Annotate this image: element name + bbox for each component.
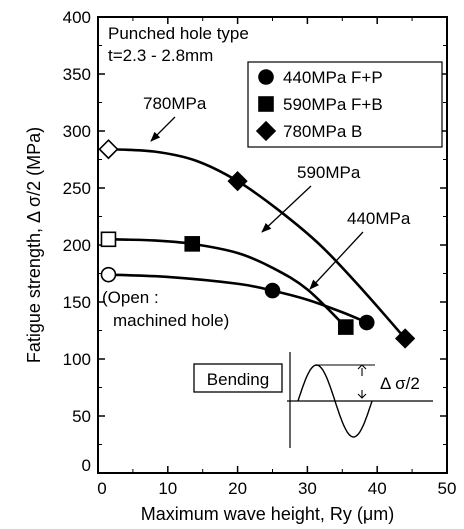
bending-amplitude-label: Δ σ/2 — [380, 374, 420, 393]
open-label-line2: machined hole) — [113, 311, 229, 330]
point-590 — [184, 236, 201, 252]
x-tick-label: 40 — [368, 479, 387, 498]
legend-label-590: 590MPa F+B — [283, 95, 383, 114]
x-tick-label: 10 — [158, 479, 177, 498]
point-440 — [264, 282, 281, 299]
arrow-780 — [150, 116, 176, 142]
legend: 440MPa F+P 590MPa F+B 780MPa B — [247, 61, 443, 148]
curve-780 — [108, 147, 407, 340]
axes: 0 50 100 150 200 250 300 350 400 0 10 20 30 40 50 Maxim… — [24, 8, 456, 524]
y-tick-label: 0 — [82, 456, 91, 475]
y-tick-label: 300 — [63, 122, 91, 141]
point-open-440 — [100, 266, 117, 283]
arrow-440 — [309, 231, 364, 290]
open-label-line1: (Open : — [102, 288, 159, 307]
arrow-590 — [261, 185, 312, 233]
y-tick-label: 200 — [63, 236, 91, 255]
y-tick-label: 150 — [63, 293, 91, 312]
label-780: 780MPa — [143, 94, 207, 113]
label-590: 590MPa — [297, 163, 361, 182]
curve-590 — [108, 238, 347, 329]
legend-marker-440 — [258, 69, 274, 85]
bending-sine-wave — [297, 364, 373, 438]
amp-arrow-top — [357, 364, 367, 370]
y-tick-label: 50 — [72, 407, 91, 426]
legend-marker-590 — [258, 96, 274, 112]
x-axis-title: Maximum wave height, Ry (μm) — [141, 504, 394, 524]
label-440: 440MPa — [347, 209, 411, 228]
legend-marker-780 — [255, 120, 277, 142]
point-590 — [337, 319, 354, 335]
point-780 — [394, 328, 416, 349]
y-tick-label: 100 — [63, 350, 91, 369]
point-open-590 — [100, 231, 117, 248]
condition-line1: Punched hole type — [108, 24, 249, 43]
point-780 — [227, 171, 248, 192]
bending-label: Bending — [207, 370, 269, 389]
legend-box — [247, 61, 443, 148]
data-points — [98, 139, 416, 349]
y-tick-label: 350 — [63, 65, 91, 84]
legend-label-440: 440MPa F+P — [283, 68, 383, 87]
legend-label-780: 780MPa B — [283, 122, 362, 141]
condition-line2: t=2.3 - 2.8mm — [108, 46, 213, 65]
x-tick-label: 0 — [97, 479, 106, 498]
x-tick-label: 50 — [438, 479, 457, 498]
x-tick-label: 30 — [298, 479, 317, 498]
x-tick-label: 20 — [228, 479, 247, 498]
point-440 — [358, 314, 375, 331]
amp-arrow-bottom — [357, 393, 367, 399]
y-tick-label: 250 — [63, 179, 91, 198]
bending-box — [193, 363, 283, 393]
y-axis-title: Fatigue strength, Δ σ/2 (MPa) — [24, 127, 44, 363]
annotations: Punched hole type t=2.3 - 2.8mm (Open : mac… — [102, 24, 433, 448]
y-tick-label: 400 — [63, 8, 91, 27]
point-open-780 — [98, 139, 119, 160]
